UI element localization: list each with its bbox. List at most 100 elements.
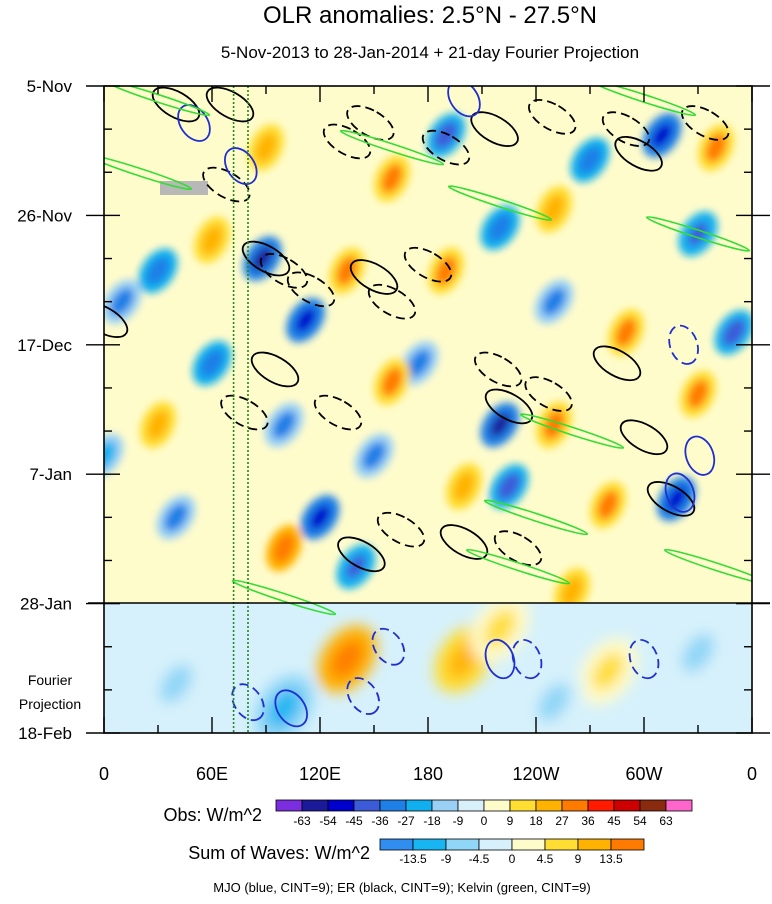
er-contour	[614, 135, 663, 172]
obs-colorbar-swatch	[587, 799, 615, 812]
kelvin-contour	[231, 579, 337, 616]
er-contour	[592, 345, 642, 382]
sum-colorbar: -13.5 -9 -4.5 0 4.5 9 13.5	[379, 838, 645, 866]
obs-colorbar-swatch	[353, 799, 381, 812]
er-contour	[337, 536, 386, 573]
x-axis: 0 60E 120E 180 120W 60W 0	[99, 86, 757, 784]
anomaly-feature-core	[453, 472, 475, 501]
obs-colorbar-swatch	[431, 799, 459, 812]
obs-colorbar-level: -18	[423, 814, 441, 828]
obs-colorbar-swatch	[535, 799, 563, 812]
sum-colorbar-label: Sum of Waves: W/m^2	[188, 843, 370, 863]
anomaly-feature-core	[104, 442, 116, 470]
mjo-contour	[668, 324, 699, 365]
anomaly-feature-core	[201, 225, 223, 255]
obs-colorbar-level: -9	[453, 814, 464, 828]
anomaly-feature-core	[200, 349, 224, 377]
x-tick-label: 120W	[512, 764, 559, 784]
y-tick-label: 17-Dec	[17, 336, 72, 355]
anomaly-feature-core	[362, 442, 386, 470]
anomaly-feature-core	[110, 288, 134, 316]
er-contour	[205, 86, 255, 123]
anomaly-feature-core	[543, 194, 565, 224]
obs-colorbar-level: -63	[293, 814, 311, 828]
projection-background	[104, 603, 752, 733]
sum-colorbar-level: -13.5	[399, 852, 427, 866]
anomaly-feature-core	[687, 379, 709, 409]
obs-colorbar-swatch	[665, 799, 693, 812]
er-contour	[220, 394, 269, 431]
mjo-contour	[274, 689, 308, 728]
obs-colorbar-level: -45	[345, 814, 363, 828]
obs-colorbar-level: 9	[507, 814, 514, 828]
sum-colorbar-level: 0	[509, 852, 516, 866]
kelvin-contour	[519, 413, 625, 449]
mjo-contour	[447, 86, 481, 118]
sum-colorbar-swatch	[412, 838, 447, 851]
anomaly-feature-core	[705, 133, 727, 163]
obs-colorbar-level: -36	[371, 814, 389, 828]
anomaly-feature-core	[652, 123, 672, 148]
projection-feature-core	[330, 639, 364, 679]
x-tick-label: 0	[747, 764, 757, 784]
y-tick-label: 18-Feb	[18, 724, 72, 743]
sum-colorbar-swatch	[478, 838, 513, 851]
obs-colorbar-swatch	[379, 799, 407, 812]
anomaly-feature-core	[597, 490, 619, 520]
er-contour	[403, 246, 453, 283]
er-contour	[484, 388, 534, 425]
anomaly-feature-core	[488, 214, 512, 242]
chart-subtitle: 5-Nov-2013 to 28-Jan-2014 + 21-day Fouri…	[221, 43, 639, 62]
anomaly-feature-core	[273, 533, 295, 563]
anomaly-feature-core	[147, 410, 169, 440]
x-tick-label: 60W	[625, 764, 662, 784]
er-contour	[313, 394, 363, 431]
sum-colorbar-swatch	[610, 838, 645, 851]
er-contour	[104, 302, 129, 338]
mjo-contour	[628, 638, 660, 680]
er-contour	[151, 86, 201, 123]
obs-colorbar-label: Obs: W/m^2	[164, 805, 262, 825]
obs-colorbar-level: 0	[481, 814, 488, 828]
obs-colorbar-level: 18	[529, 814, 543, 828]
sum-colorbar-level: 4.5	[537, 852, 554, 866]
er-contour	[619, 419, 669, 456]
y-tick-label: 5-Nov	[27, 77, 73, 96]
kelvin-contour	[447, 185, 553, 221]
obs-colorbar-level: 36	[581, 814, 595, 828]
kelvin-contour	[339, 129, 445, 166]
er-contour	[259, 253, 309, 289]
anomaly-feature-core	[164, 503, 188, 531]
er-contour	[376, 511, 426, 548]
mjo-contour	[684, 435, 716, 476]
obs-colorbar-swatch	[301, 799, 329, 812]
anomaly-feature-core	[543, 410, 565, 440]
anomaly-feature-core	[497, 472, 521, 501]
er-contour	[349, 259, 399, 295]
x-tick-label: 180	[413, 764, 443, 784]
anomaly-feature-core	[542, 288, 566, 316]
obs-colorbar-swatch	[405, 799, 433, 812]
anomaly-feature-core	[688, 222, 708, 246]
obs-colorbar-level: -27	[397, 814, 415, 828]
projection-feature-core	[537, 683, 571, 722]
anomaly-feature-core	[722, 318, 746, 347]
mjo-contour	[511, 638, 543, 680]
plot-area	[88, 85, 770, 734]
obs-colorbar-swatch	[509, 799, 537, 812]
sum-colorbar-level: 9	[575, 852, 582, 866]
anomaly-feature-core	[381, 367, 403, 397]
sum-colorbar-swatch	[379, 838, 414, 851]
x-tick-label: 60E	[196, 764, 228, 784]
sum-colorbar-level: 13.5	[599, 852, 623, 866]
sum-colorbar-level: -9	[441, 852, 452, 866]
kelvin-contour	[105, 86, 211, 117]
er-contour	[241, 240, 291, 277]
anomaly-feature-core	[146, 257, 170, 285]
er-contour	[286, 271, 336, 308]
sum-colorbar-swatch	[544, 838, 579, 851]
projection-feature-core	[591, 652, 625, 691]
obs-colorbar-level: 54	[633, 814, 647, 828]
mjo-contour	[371, 627, 406, 666]
mjo-contour	[664, 472, 696, 513]
